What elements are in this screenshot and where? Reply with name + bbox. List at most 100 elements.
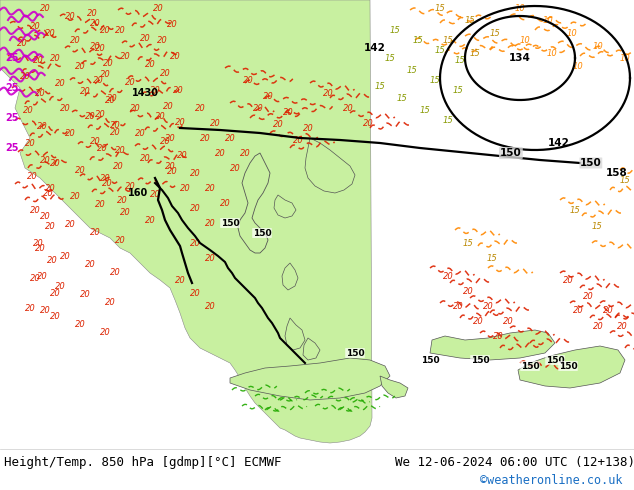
Text: 20: 20	[293, 136, 304, 145]
Text: 15: 15	[420, 105, 430, 115]
Text: 10: 10	[567, 28, 578, 38]
Text: 15: 15	[397, 94, 408, 102]
Polygon shape	[430, 330, 555, 360]
Text: 20: 20	[167, 20, 178, 28]
Polygon shape	[230, 358, 390, 400]
Text: 20: 20	[100, 25, 110, 34]
Text: 20: 20	[205, 301, 216, 311]
Text: 20: 20	[224, 133, 235, 143]
Text: 20: 20	[243, 75, 254, 84]
Text: 15: 15	[385, 53, 396, 63]
Text: 20: 20	[16, 39, 27, 48]
Polygon shape	[380, 376, 408, 398]
Text: 20: 20	[573, 305, 583, 315]
Text: 20: 20	[113, 162, 124, 171]
Text: 20: 20	[35, 244, 46, 252]
Text: 150: 150	[580, 158, 602, 168]
Text: 1430: 1430	[131, 88, 158, 98]
Text: 20: 20	[27, 172, 37, 180]
Text: 20: 20	[49, 158, 60, 168]
Text: 25: 25	[5, 113, 19, 123]
Text: 15: 15	[390, 25, 401, 34]
Text: 20: 20	[165, 162, 176, 171]
Text: 20: 20	[117, 196, 127, 204]
Text: 20: 20	[163, 101, 173, 111]
Text: 20: 20	[200, 133, 210, 143]
Polygon shape	[0, 0, 372, 443]
Text: 20: 20	[125, 181, 136, 191]
Text: 20: 20	[35, 89, 46, 98]
Text: 150: 150	[470, 356, 489, 365]
Text: 20: 20	[110, 268, 120, 276]
Text: 150: 150	[421, 356, 439, 365]
Text: 20: 20	[252, 103, 263, 113]
Text: 20: 20	[205, 253, 216, 263]
Text: 20: 20	[30, 205, 41, 215]
Text: ©weatheronline.co.uk: ©weatheronline.co.uk	[480, 473, 623, 487]
Text: 20: 20	[139, 153, 150, 163]
Text: 20: 20	[60, 103, 70, 113]
Polygon shape	[274, 195, 296, 218]
Text: 20: 20	[93, 75, 103, 84]
Text: 20: 20	[195, 103, 205, 113]
Text: 20: 20	[94, 199, 105, 209]
Text: 20: 20	[160, 69, 171, 77]
Text: 20: 20	[115, 25, 126, 34]
Text: 15: 15	[406, 66, 417, 74]
Text: 20: 20	[100, 327, 110, 337]
Text: 20: 20	[273, 120, 283, 128]
Text: 15: 15	[435, 46, 445, 54]
Text: 20: 20	[84, 260, 95, 269]
Text: 20: 20	[134, 128, 145, 138]
Text: 25: 25	[5, 143, 19, 153]
Text: 20: 20	[65, 11, 75, 21]
Text: Height/Temp. 850 hPa [gdmp][°C] ECMWF: Height/Temp. 850 hPa [gdmp][°C] ECMWF	[4, 456, 281, 468]
Text: 20: 20	[157, 35, 167, 45]
Text: 20: 20	[302, 123, 313, 132]
Polygon shape	[238, 153, 270, 253]
Text: 142: 142	[364, 43, 386, 53]
Text: 15: 15	[592, 221, 602, 230]
Text: 20: 20	[583, 292, 593, 300]
Text: 20: 20	[94, 44, 105, 52]
Text: 15: 15	[435, 3, 445, 13]
Text: 20: 20	[215, 148, 225, 157]
Text: 20: 20	[170, 51, 181, 60]
Text: 20: 20	[179, 183, 190, 193]
Text: 20: 20	[44, 221, 55, 230]
Text: 20: 20	[172, 85, 183, 95]
Text: 20: 20	[363, 119, 373, 127]
Text: 20: 20	[190, 203, 200, 213]
Text: 158: 158	[606, 168, 628, 178]
Text: 20: 20	[617, 321, 628, 330]
Text: 20: 20	[39, 155, 50, 165]
Text: 20: 20	[65, 128, 75, 138]
Text: 20: 20	[47, 255, 57, 265]
Text: 20: 20	[190, 289, 200, 297]
Text: 20: 20	[240, 148, 250, 157]
Text: 25: 25	[5, 83, 19, 93]
Text: 20: 20	[89, 227, 100, 237]
Text: 20: 20	[155, 112, 165, 121]
Text: 20: 20	[145, 216, 155, 224]
Text: 25: 25	[5, 53, 19, 63]
Text: 20: 20	[87, 8, 98, 18]
Text: 15: 15	[413, 35, 424, 45]
Text: 20: 20	[101, 178, 112, 188]
Text: 20: 20	[80, 290, 91, 298]
Text: 20: 20	[120, 207, 131, 217]
Text: 20: 20	[205, 183, 216, 193]
Text: 134: 134	[509, 53, 531, 63]
Text: 20: 20	[153, 3, 164, 13]
Text: 20: 20	[75, 319, 86, 328]
Text: 20: 20	[443, 271, 453, 280]
Text: 20: 20	[105, 297, 115, 307]
Text: 20: 20	[145, 59, 155, 69]
Text: 20: 20	[283, 107, 294, 117]
Text: 20: 20	[463, 287, 474, 295]
Text: 10: 10	[547, 49, 557, 57]
Text: 20: 20	[89, 19, 100, 27]
Text: 20: 20	[80, 87, 91, 96]
Text: 20: 20	[25, 139, 36, 147]
Text: 20: 20	[174, 118, 185, 126]
